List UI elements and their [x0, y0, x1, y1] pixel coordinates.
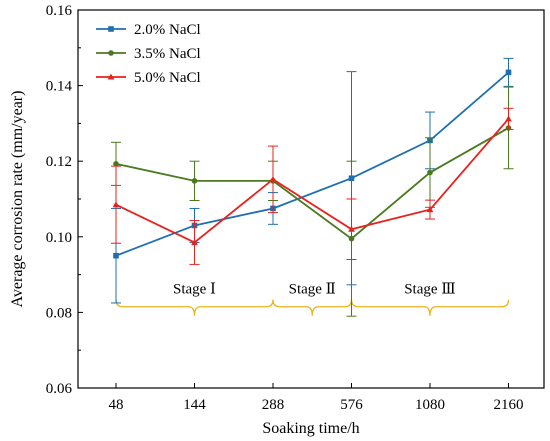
y-axis-title: Average corrosion rate (mm/year)	[9, 91, 26, 308]
data-point	[505, 115, 512, 122]
series-line	[115, 118, 510, 244]
series-line	[115, 127, 509, 240]
stage-brace	[272, 299, 353, 316]
legend: 2.0% NaCl 3.5% NaCl 5.0% NaCl	[96, 22, 201, 86]
x-tick-label: 1080	[415, 397, 445, 413]
data-point	[113, 252, 119, 259]
x-tick-label: 2160	[494, 397, 524, 413]
data-point	[426, 206, 434, 213]
series-2	[111, 107, 514, 265]
data-point	[505, 69, 512, 76]
y-tick-label: 0.06	[46, 381, 73, 397]
x-axis: 48 144 288 576 1080 2160	[109, 383, 524, 413]
data-point	[269, 175, 277, 182]
y-tick-label: 0.10	[46, 230, 72, 246]
data-point	[427, 169, 433, 176]
legend-label: 2.0% NaCl	[134, 22, 201, 38]
stage-label: Stage Ⅲ	[404, 282, 456, 298]
y-tick-label: 0.12	[46, 154, 72, 170]
y-tick-label: 0.08	[46, 305, 72, 321]
series-0	[111, 57, 514, 304]
data-point	[191, 178, 198, 184]
y-tick-label: 0.16	[46, 3, 73, 19]
y-tick-label: 0.14	[46, 79, 73, 95]
data-point	[108, 26, 114, 32]
data-point	[113, 161, 119, 167]
data-point	[108, 50, 114, 56]
series-line	[115, 71, 510, 257]
stage-brace	[115, 299, 274, 316]
x-tick-label: 144	[183, 397, 206, 413]
legend-label: 3.5% NaCl	[134, 46, 201, 62]
data-point	[112, 201, 120, 208]
data-point	[191, 239, 198, 245]
x-tick-label: 288	[262, 397, 285, 413]
stage-label: Stage Ⅰ	[173, 282, 216, 298]
x-axis-title: Soaking time/h	[262, 420, 359, 437]
plot-frame	[77, 9, 545, 389]
y-axis: 0.06 0.08 0.10 0.12 0.14 0.16	[46, 3, 83, 397]
data-point	[348, 225, 355, 232]
x-tick-label: 576	[340, 397, 363, 413]
stage-annotations: Stage Ⅰ Stage Ⅱ Stage Ⅲ	[115, 282, 510, 316]
stage-label: Stage Ⅱ	[289, 282, 336, 298]
stage-brace	[350, 299, 510, 316]
data-point	[107, 73, 115, 80]
legend-label: 5.0% NaCl	[134, 70, 201, 86]
series-layer	[111, 57, 514, 317]
x-tick-label: 48	[109, 397, 124, 413]
